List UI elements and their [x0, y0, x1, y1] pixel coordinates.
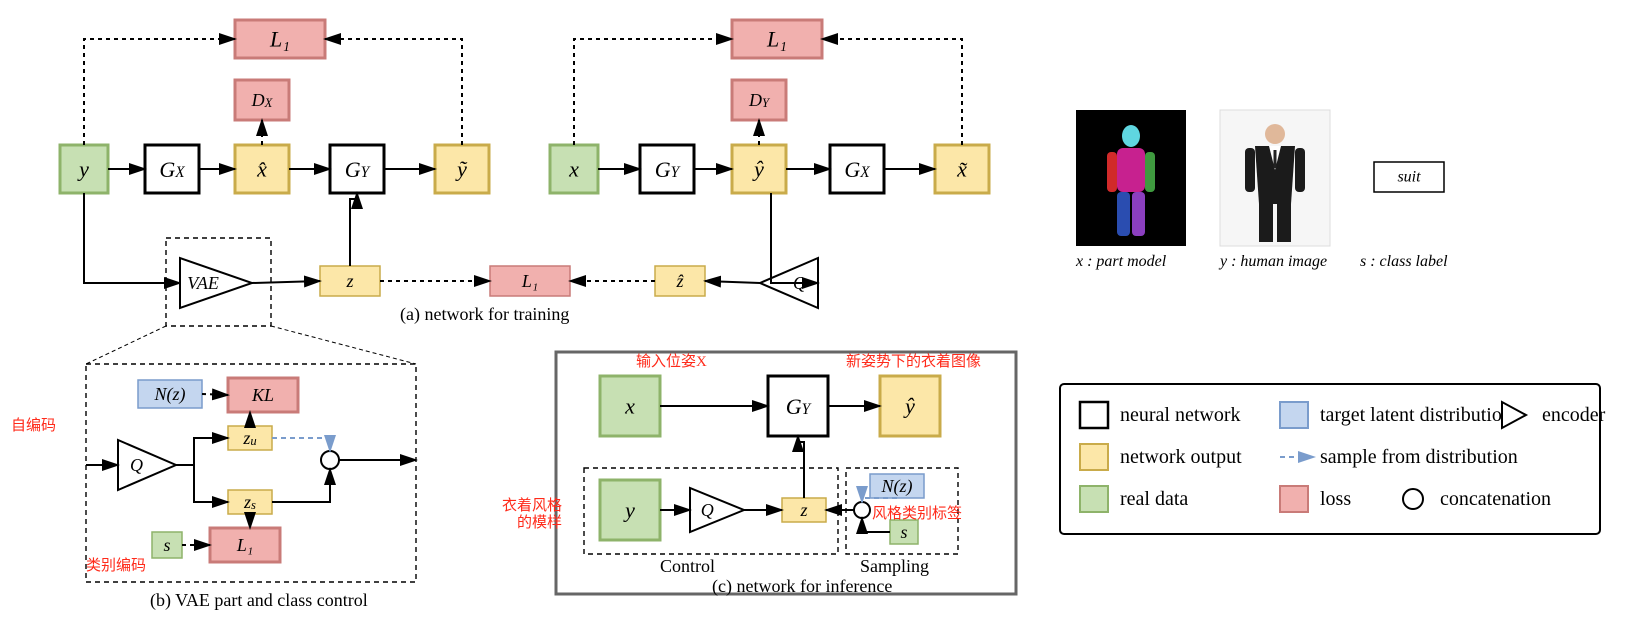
legend-label: network output: [1120, 446, 1242, 468]
box-label: KL: [251, 385, 274, 405]
svg-text:N(z): N(z): [881, 476, 913, 497]
cn-annotation: 输入位姿X: [636, 353, 707, 370]
box-label: x̃: [956, 157, 967, 182]
arrow: [574, 39, 732, 145]
svg-text:y : human image: y : human image: [1218, 253, 1327, 270]
concat-icon: [854, 502, 870, 518]
caption: Sampling: [860, 556, 929, 576]
svg-text:z: z: [345, 271, 353, 291]
box-label: y: [77, 157, 89, 182]
svg-text:z: z: [799, 500, 807, 520]
encoder-icon: [118, 440, 176, 490]
box-label: ŷ: [752, 157, 764, 182]
arrow: [84, 39, 235, 145]
legend-label: concatenation: [1440, 488, 1551, 510]
box-label: x: [624, 394, 635, 419]
caption: (b) VAE part and class control: [150, 590, 368, 611]
legend-label: sample from distribution: [1320, 446, 1518, 468]
box-label: x̂: [256, 157, 267, 182]
box-label: L₁: [766, 27, 787, 52]
arrow: [272, 438, 330, 451]
arrow: [822, 39, 962, 145]
cn-annotation: 类别编码: [86, 557, 146, 574]
cn-annotation: 衣着风格: [502, 497, 562, 514]
cn-annotation: 自编码: [11, 417, 56, 434]
legend-label: encoder: [1542, 404, 1606, 426]
svg-text:s: s: [900, 522, 907, 542]
concat-icon: [321, 451, 339, 469]
svg-text:s : class label: s : class label: [1360, 253, 1448, 270]
svg-text:suit: suit: [1397, 169, 1421, 186]
svg-text:L₁: L₁: [521, 271, 538, 291]
box-label: y: [623, 498, 635, 523]
arrow: [350, 193, 357, 266]
legend-label: target latent distribution: [1320, 404, 1512, 426]
arrow: [798, 436, 804, 498]
svg-text:s: s: [163, 535, 170, 555]
svg-text:Q: Q: [130, 455, 143, 475]
arrow: [705, 281, 760, 283]
arrow: [202, 394, 228, 395]
svg-text:x : part model: x : part model: [1075, 253, 1167, 270]
legend-label: real data: [1120, 488, 1188, 510]
diagram-stage: yGXx̂GYỹDXL₁VAEzxGYŷGXx̃DYL₁QẑL₁(a) netw…: [0, 0, 1636, 618]
svg-text:ẑ: ẑ: [675, 271, 684, 291]
arrow: [176, 438, 228, 465]
box-label: L₁: [236, 535, 253, 555]
box-label: ỹ: [455, 157, 468, 182]
box-label: ŷ: [903, 394, 915, 419]
legend-label: loss: [1320, 488, 1351, 510]
arrow: [252, 281, 320, 283]
cn-annotation: 新姿势下的衣着图像: [846, 353, 981, 370]
box-label: x: [568, 157, 579, 182]
caption: (c) network for inference: [712, 576, 892, 597]
svg-text:Q: Q: [701, 500, 714, 520]
caption: (a) network for training: [400, 304, 569, 325]
cn-annotation: 的模样: [517, 514, 562, 531]
arrow: [325, 39, 462, 145]
svg-text:N(z): N(z): [154, 384, 186, 405]
arrow: [272, 469, 330, 502]
legend-label: neural network: [1120, 404, 1241, 426]
arrow: [176, 465, 228, 502]
encoder-icon: [690, 488, 744, 532]
svg-text:VAE: VAE: [187, 273, 219, 293]
cn-annotation: 风格类别标签: [872, 505, 962, 522]
box-label: L₁: [269, 27, 290, 52]
caption: Control: [660, 556, 715, 576]
